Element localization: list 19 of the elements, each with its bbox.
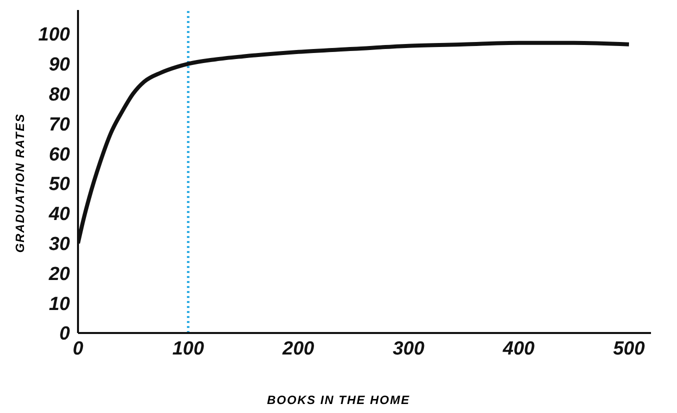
y-tick-label: 50 xyxy=(48,174,70,196)
y-axis-title: GRADUATION RATES xyxy=(13,113,27,253)
y-tick-label: 10 xyxy=(48,294,70,315)
y-tick-label: 60 xyxy=(48,144,70,166)
x-tick-label: 0 xyxy=(72,338,84,360)
y-tick-label: 80 xyxy=(48,84,70,106)
y-tick-label: 90 xyxy=(48,54,70,76)
x-axis-title: BOOKS IN THE HOME xyxy=(266,393,411,407)
x-tick-label: 400 xyxy=(502,338,536,360)
x-tick-label: 300 xyxy=(392,338,425,360)
y-tick-label: 30 xyxy=(48,234,70,256)
x-tick-label: 200 xyxy=(282,338,315,360)
y-tick-label: 70 xyxy=(48,114,70,136)
x-tick-label: 500 xyxy=(613,338,646,360)
y-tick-label: 100 xyxy=(38,24,70,46)
y-tick-label: 20 xyxy=(48,264,70,285)
y-tick-label: 0 xyxy=(59,324,70,345)
x-tick-label: 100 xyxy=(172,338,204,360)
y-tick-label: 40 xyxy=(48,204,70,226)
